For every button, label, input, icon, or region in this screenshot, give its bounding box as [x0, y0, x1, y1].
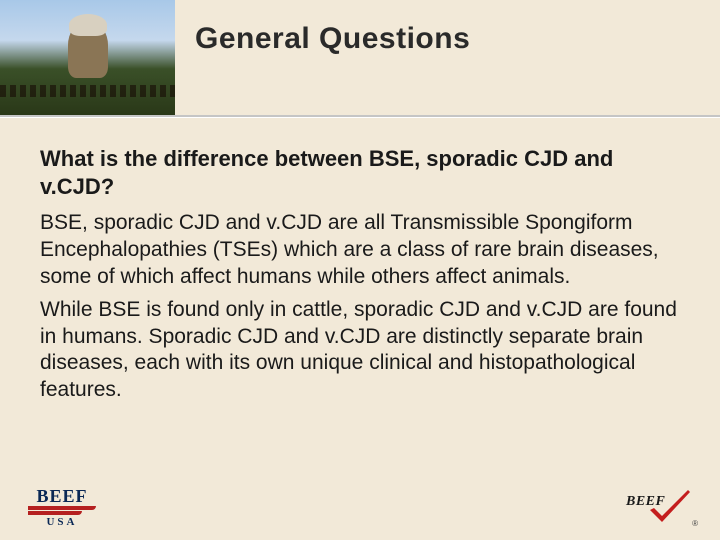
slide-footer: BEEF USA ® BEEF ® — [0, 478, 720, 528]
checkmark-icon — [648, 488, 692, 528]
answer-paragraph-1: BSE, sporadic CJD and v.CJD are all Tran… — [40, 210, 680, 291]
answer-paragraph-2: While BSE is found only in cattle, spora… — [40, 297, 680, 405]
registered-mark-icon: ® — [692, 519, 698, 528]
beef-usa-logo: BEEF USA ® — [28, 487, 96, 528]
beef-usa-logo-bottom-text: USA — [46, 517, 77, 528]
slide-content: What is the difference between BSE, spor… — [0, 115, 720, 404]
slide-title: General Questions — [195, 22, 720, 56]
header-photo-cowboy — [0, 0, 175, 115]
beef-usa-logo-top-text: BEEF — [36, 487, 87, 505]
question-text: What is the difference between BSE, spor… — [40, 145, 680, 200]
beef-checkmark-logo: BEEF ® — [632, 488, 692, 528]
flag-stripes-icon — [28, 506, 96, 516]
title-area: General Questions — [175, 0, 720, 56]
header-divider — [0, 115, 720, 117]
slide-header: General Questions — [0, 0, 720, 115]
cattle-silhouette — [0, 85, 175, 97]
